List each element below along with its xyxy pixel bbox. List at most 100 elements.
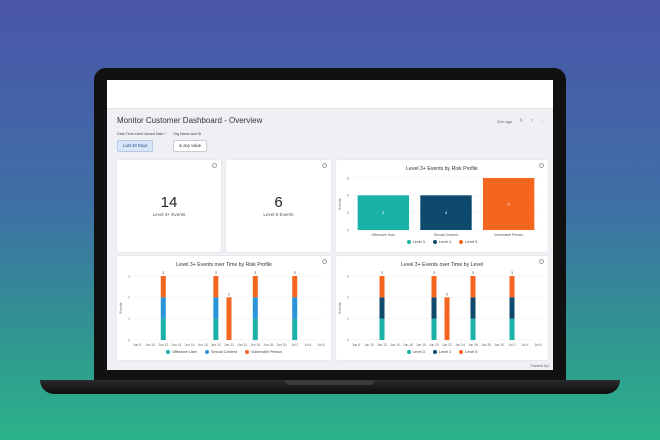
bar-segment — [379, 297, 385, 319]
x-tick-label: Jul 6 — [535, 343, 542, 347]
bar-total-label: 3 — [472, 271, 474, 275]
legend-swatch — [459, 350, 464, 354]
dashboard-screen: Monitor Customer Dashboard - Overview 21… — [107, 80, 553, 370]
legend-label: Level 4 — [438, 240, 452, 244]
kpi-value: 6 — [274, 194, 283, 211]
legend-label: Level 5 — [465, 350, 478, 354]
x-tick-label: Jul 4 — [304, 343, 311, 347]
x-tick-label: Jun 20 — [211, 343, 221, 347]
y-axis-label: Events — [338, 198, 342, 209]
x-tick-label: Jun 24 — [237, 343, 247, 347]
bar-segment — [509, 297, 515, 319]
chart-card-time-level: Level 3+ Events over Time by Level 0 1 2 3 E… — [336, 256, 548, 360]
bar-segment — [292, 297, 298, 319]
y-tick-label: 0 — [128, 338, 130, 342]
bar-total-label: 3 — [294, 271, 296, 275]
bar-total-label: 3 — [215, 271, 217, 275]
y-tick-label: 0 — [347, 338, 349, 342]
more-icon[interactable]: ⋮ — [540, 118, 545, 124]
filter-date-button[interactable]: Last 30 Days — [117, 140, 154, 152]
x-tick-label: Jun 24 — [455, 343, 465, 347]
legend-swatch — [204, 350, 209, 354]
legend-label: Level 3 — [412, 350, 425, 354]
x-tick-label: Jun 16 — [185, 343, 195, 347]
chart-legend: Level 3 Level 4 Level 5 — [336, 240, 548, 244]
y-tick-label: 4 — [347, 194, 349, 198]
y-tick-label: 3 — [128, 274, 130, 278]
x-tick-label: Jun 10 — [145, 343, 155, 347]
bar-segment — [213, 276, 219, 298]
filter-icon[interactable]: ▿ — [530, 118, 533, 124]
legend-swatch — [406, 350, 411, 354]
legend-swatch — [244, 350, 249, 354]
y-tick-label: 3 — [347, 274, 349, 278]
bar-segment — [431, 276, 437, 298]
bar-data-label: 4 — [445, 210, 448, 215]
bar-segment — [379, 318, 385, 340]
bar — [357, 195, 410, 230]
x-tick-label: Vulnerable Person — [494, 233, 523, 237]
x-tick-label: Jun 10 — [364, 343, 374, 347]
bar-total-label: 3 — [433, 271, 435, 275]
y-tick-label: 2 — [347, 211, 349, 215]
bar-segment — [470, 276, 476, 298]
laptop-notch — [285, 380, 375, 385]
gear-icon[interactable] — [539, 163, 544, 168]
x-tick-label: Jun 16 — [403, 343, 413, 347]
kpi-card-level5: 6 Level 5 Events — [226, 160, 331, 252]
bar-segment — [252, 318, 258, 340]
legend-label: Offensive User — [171, 350, 197, 354]
x-tick-label: Jun 18 — [198, 343, 208, 347]
legend-swatch — [459, 240, 464, 244]
x-tick-label: Jun 28 — [481, 343, 491, 347]
refresh-icon[interactable]: ↻ — [519, 118, 524, 124]
bar — [482, 178, 535, 230]
filter-org-button[interactable]: is any value — [173, 140, 208, 152]
top-bar — [107, 80, 553, 109]
x-tick-label: Offensive User — [371, 233, 396, 237]
bar-segment — [252, 276, 258, 298]
legend-swatch — [165, 350, 170, 354]
x-tick-label: Jun 30 — [277, 343, 287, 347]
legend-label: Level 4 — [438, 350, 452, 354]
page-title: Monitor Customer Dashboard - Overview — [117, 116, 263, 125]
x-tick-label: Jun 14 — [171, 343, 181, 347]
x-tick-label: Jun 26 — [468, 343, 478, 347]
x-tick-label: Jun 26 — [250, 343, 260, 347]
gear-icon[interactable] — [539, 259, 544, 264]
gear-icon[interactable] — [212, 163, 217, 168]
kpi-value: 14 — [160, 194, 178, 211]
bar-segment — [160, 276, 166, 298]
kpi-label: Level 3+ Events — [152, 212, 186, 217]
legend-label: Sexual Content — [210, 350, 237, 354]
gear-icon[interactable] — [322, 259, 327, 264]
laptop-base — [40, 380, 620, 394]
x-tick-label: Jun 12 — [377, 343, 387, 347]
chart-card-risk-profile: Level 3+ Events by Risk Profile 0 2 4 6 Even… — [336, 160, 548, 252]
bar-segment — [431, 318, 437, 340]
legend-label: Level 3 — [412, 240, 425, 244]
x-tick-label: Jun 22 — [442, 343, 452, 347]
bar-segment — [444, 297, 450, 340]
x-tick-label: Jun 14 — [390, 343, 400, 347]
chart-title: Level 3+ Events over Time by Risk Profil… — [176, 262, 272, 268]
kpi-card-level3: 14 Level 3+ Events — [117, 160, 221, 252]
legend-item: Level 3 — [406, 350, 425, 354]
chart-title: Level 3+ Events by Risk Profile — [406, 166, 478, 172]
chart-card-time-risk: Level 3+ Events over Time by Risk Profil… — [117, 256, 331, 360]
x-tick-label: Jun 8 — [352, 343, 360, 347]
gear-icon[interactable] — [322, 163, 327, 168]
legend-item: Offensive User — [165, 350, 197, 354]
bar-segment — [160, 297, 166, 319]
legend-item: Level 5 — [459, 240, 477, 244]
y-tick-label: 1 — [347, 317, 349, 321]
x-tick-label: Sexual Content — [434, 233, 459, 237]
bar-total-label: 3 — [254, 271, 256, 275]
bar-segment — [160, 318, 166, 340]
y-tick-label: 2 — [128, 296, 130, 300]
bar-segment — [252, 297, 258, 319]
header-actions: 21m ago ↻ ▿ ⋮ — [497, 118, 545, 124]
chart-legend: Offensive User Sexual Content Vulnerable… — [117, 350, 331, 354]
filter-label-org: Org Name and ID — [173, 132, 202, 136]
